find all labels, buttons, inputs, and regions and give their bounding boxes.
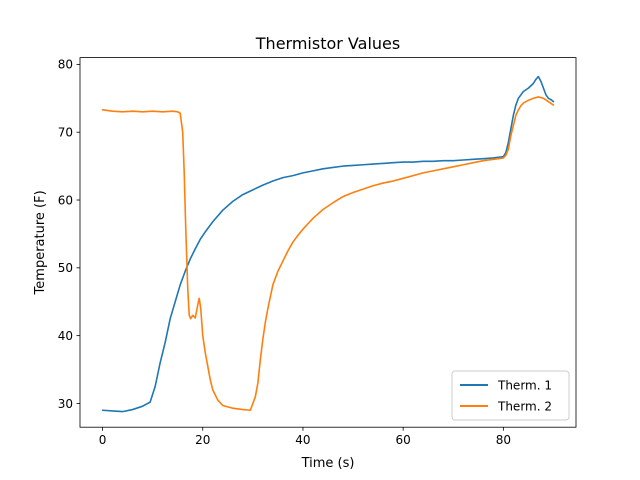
legend-box [451, 370, 570, 421]
y-axis-ticks: 30 40 50 60 70 80 [58, 58, 80, 411]
y-tick-label: 50 [58, 261, 73, 275]
x-tick-label: 60 [396, 433, 411, 447]
x-tick-label: 80 [496, 433, 511, 447]
plot-area [80, 57, 576, 428]
y-tick-label: 80 [58, 58, 73, 72]
y-axis-label: Temperature (F) [33, 190, 48, 295]
plot-frame [79, 57, 577, 428]
chart-title: Thermistor Values [255, 34, 400, 53]
series-line-therm-1 [101, 75, 555, 413]
legend-label-therm-1: Therm. 1 [497, 379, 552, 393]
x-axis-label: Time (s) [301, 456, 355, 471]
y-tick-label: 60 [58, 193, 73, 207]
y-tick-label: 30 [58, 397, 73, 411]
series-layer [101, 75, 555, 413]
x-axis-ticks: 0 20 40 60 80 [99, 427, 511, 447]
legend-label-therm-2: Therm. 2 [497, 400, 552, 414]
x-tick-label: 0 [99, 433, 107, 447]
legend: Therm. 1 Therm. 2 [451, 370, 570, 421]
y-tick-label: 70 [58, 125, 73, 139]
y-tick-label: 40 [58, 329, 73, 343]
x-tick-label: 40 [295, 433, 310, 447]
x-tick-label: 20 [195, 433, 210, 447]
series-line-therm-2 [101, 96, 555, 412]
